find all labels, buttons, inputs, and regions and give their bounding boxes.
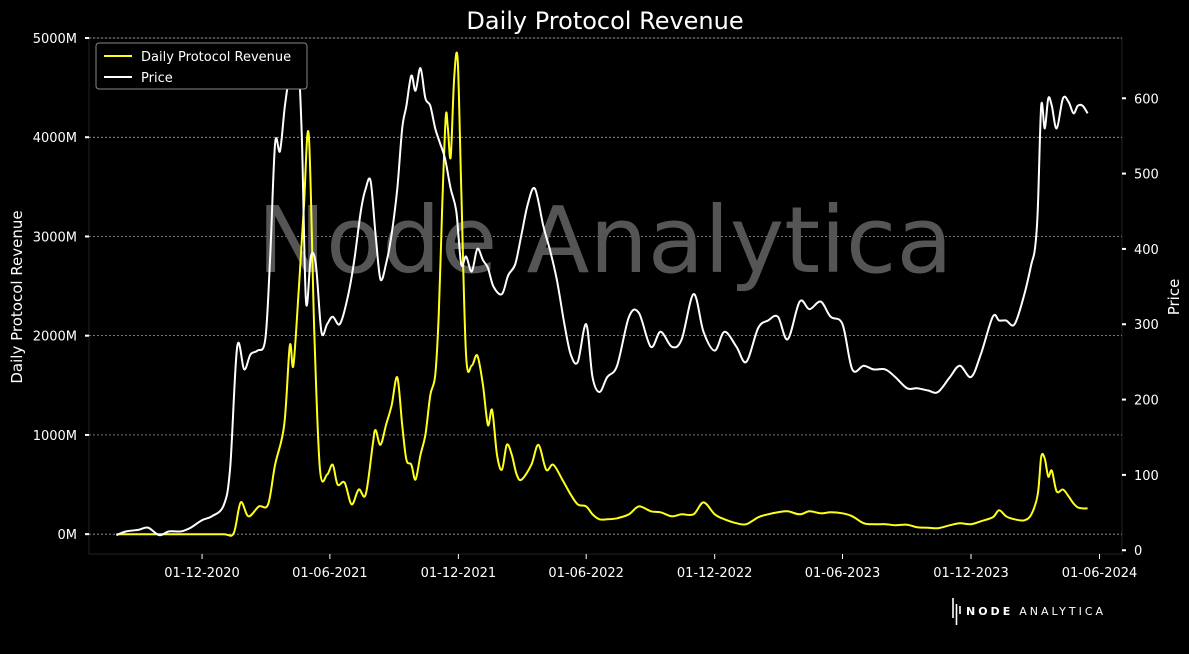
brand-logo: NODE ANALYTICA (952, 598, 1106, 625)
x-tick-label: 01-06-2024 (1062, 566, 1138, 581)
x-tick-label: 01-06-2021 (292, 566, 368, 581)
x-tick-label: 01-06-2022 (548, 566, 624, 581)
legend: Daily Protocol Revenue Price (95, 42, 308, 90)
right-tick-label: 0 (1134, 544, 1142, 559)
right-tick-label: 500 (1134, 168, 1159, 183)
legend-label-price: Price (141, 71, 173, 86)
x-tick-label: 01-12-2023 (933, 566, 1009, 581)
right-tick-label: 200 (1134, 394, 1159, 409)
left-tick-label: 4000M (33, 131, 77, 146)
x-tick-label: 01-12-2021 (421, 566, 497, 581)
right-tick-label: 400 (1134, 243, 1159, 258)
left-axis-label: Daily Protocol Revenue (8, 210, 26, 383)
left-tick-label: 2000M (33, 330, 77, 345)
legend-label-revenue: Daily Protocol Revenue (141, 50, 291, 65)
left-tick-label: 3000M (33, 230, 77, 245)
right-tick-label: 300 (1134, 318, 1159, 333)
left-tick-label: 1000M (33, 429, 77, 444)
x-tick-label: 01-12-2022 (677, 566, 753, 581)
x-tick-label: 01-06-2023 (805, 566, 881, 581)
chart-title: Daily Protocol Revenue (466, 7, 743, 35)
x-axis: 01-12-2020 01-06-2021 01-12-2021 01-06-2022… (164, 554, 1137, 581)
series-line-revenue (116, 51, 1088, 537)
right-tick-label: 100 (1134, 469, 1159, 484)
left-y-axis: 0M 1000M 2000M 3000M 4000M 5000M (33, 32, 89, 543)
left-tick-label: 0M (58, 528, 78, 543)
x-tick-label: 01-12-2020 (164, 566, 240, 581)
grid-lines (89, 37, 1122, 535)
left-tick-label: 5000M (33, 32, 77, 47)
brand-bars-icon (952, 598, 961, 625)
brand-wordmark: NODE ANALYTICA (966, 605, 1106, 618)
right-y-axis: 0 100 200 300 400 500 600 (1122, 92, 1159, 559)
right-tick-label: 600 (1134, 92, 1159, 107)
legend-box (95, 42, 308, 90)
right-axis-label: Price (1165, 279, 1183, 316)
